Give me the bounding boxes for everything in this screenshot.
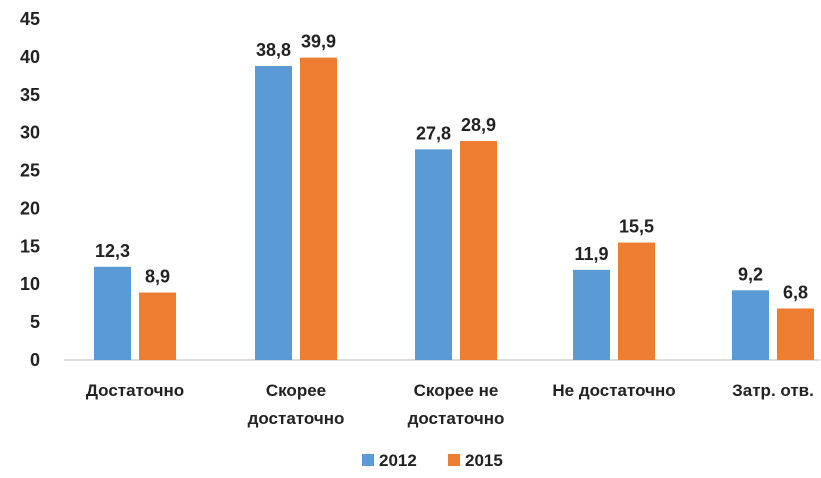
data-label: 8,9 [145,267,170,287]
x-category-label: Не достаточно [552,381,675,400]
y-tick-label: 40 [20,47,40,67]
bar-2012 [255,65,292,360]
data-label: 11,9 [574,244,608,264]
y-tick-label: 35 [20,85,40,105]
bar-2015 [777,308,814,360]
x-category-label: Скорее [266,381,326,400]
legend: 2012 2015 [362,451,503,470]
x-category-label: достаточно [408,409,505,428]
y-tick-label: 20 [20,198,40,218]
y-axis-ticks: 0 5 10 15 20 25 30 35 40 45 [20,9,40,370]
y-tick-label: 45 [20,9,40,29]
data-label: 9,2 [738,264,763,284]
x-category-label: Скорее не [414,381,499,400]
bar-2012 [573,269,610,360]
data-label: 6,8 [783,282,808,302]
bar-2012 [94,266,131,360]
category-labels-group: Достаточно Скорее достаточно Скорее не доста… [86,381,814,428]
data-label: 15,5 [619,217,654,237]
data-label: 27,8 [416,123,451,143]
legend-swatch-2015 [448,454,460,466]
bar-2012 [732,290,769,360]
bar-2015 [460,141,497,360]
legend-label-2015: 2015 [465,451,503,470]
data-label: 28,9 [461,115,496,135]
y-tick-label: 0 [30,350,40,370]
data-label: 39,9 [301,32,336,52]
x-category-label: Затр. отв. [732,381,814,400]
y-tick-label: 15 [20,236,40,256]
x-category-label: достаточно [248,409,345,428]
bars-group [94,57,814,360]
data-labels-group: 12,3 8,9 38,8 39,9 27,8 28,9 11,9 15,5 9,2 6,8 [95,32,808,303]
y-tick-label: 25 [20,161,40,181]
bar-2015 [300,57,337,360]
bar-2015 [139,292,176,360]
data-label: 38,8 [256,40,291,60]
bar-2012 [415,149,452,360]
legend-label-2012: 2012 [379,451,417,470]
y-tick-label: 5 [30,312,40,332]
y-tick-label: 30 [20,123,40,143]
legend-swatch-2012 [362,454,374,466]
y-tick-label: 10 [20,274,40,294]
bar-2015 [618,242,655,360]
x-category-label: Достаточно [86,381,184,400]
data-label: 12,3 [95,241,130,261]
